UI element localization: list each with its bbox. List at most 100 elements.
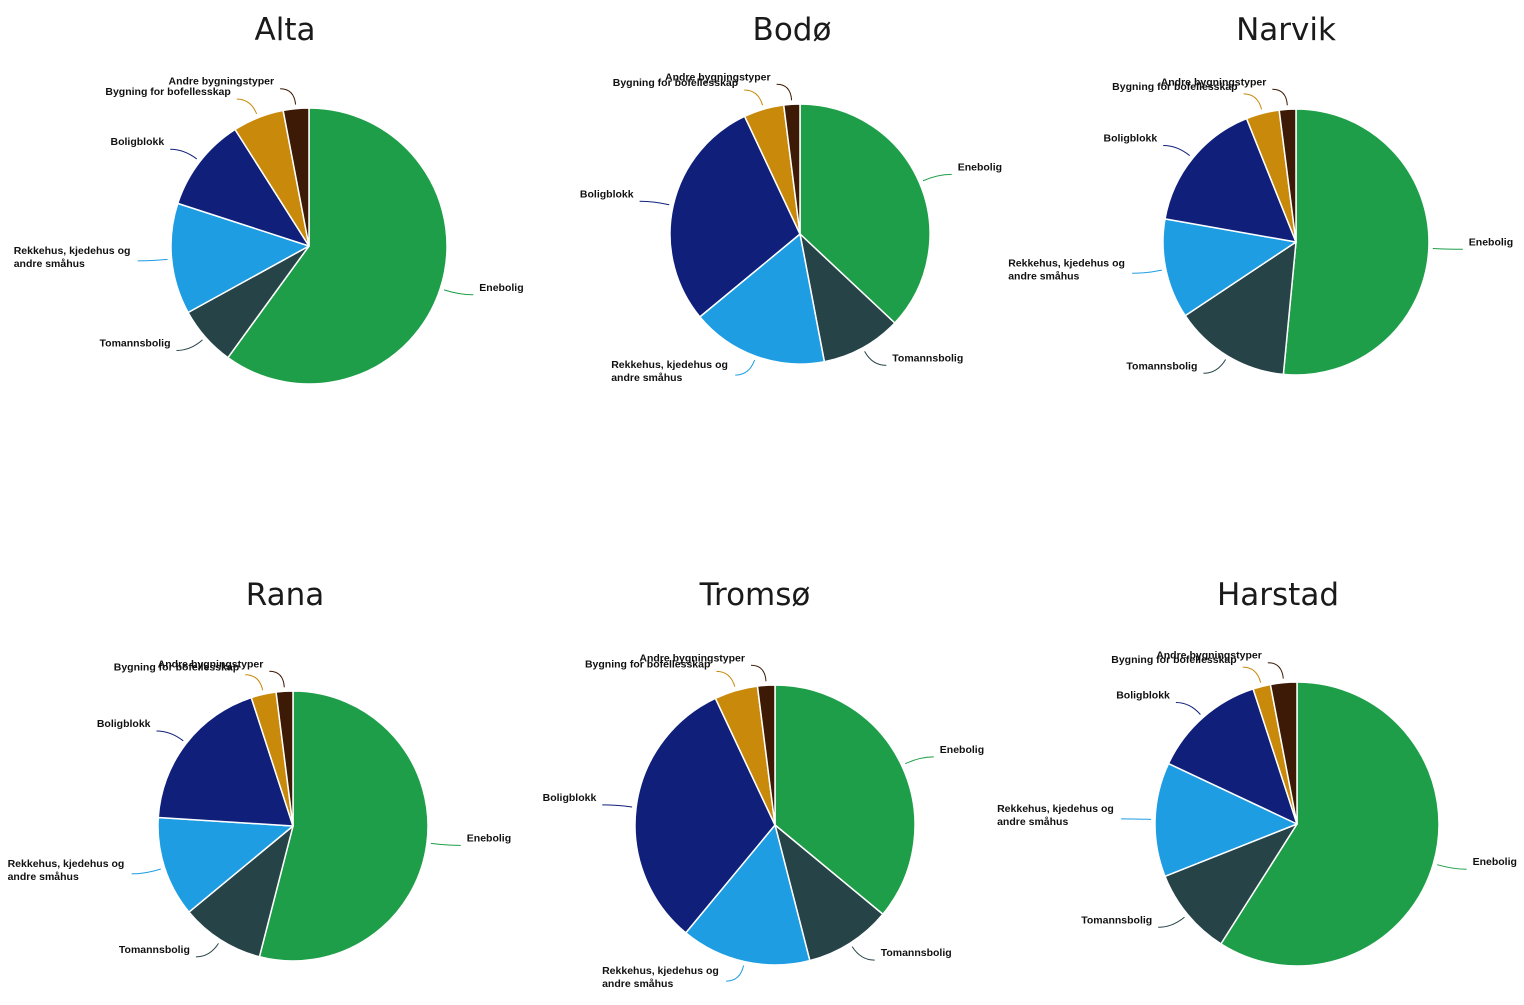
- slice-boligblokk: [157, 696, 294, 827]
- slice-label-rekkehus: Rekkehus, kjedehus og andre småhus: [1008, 257, 1125, 282]
- leader-line-rekkehus: [137, 258, 168, 262]
- slice-enebolig: [227, 107, 448, 385]
- leader-line-rekkehus: [1132, 269, 1162, 274]
- leader-line-tomannsbolig: [195, 943, 219, 958]
- slice-rekkehus: [170, 202, 310, 314]
- slice-label-enebolig: Enebolig: [958, 161, 1002, 173]
- slice-label-boligblokk: Boligblokk: [580, 188, 634, 200]
- slice-boligblokk: [634, 697, 776, 934]
- leader-line-bofellesskap: [245, 674, 264, 691]
- leader-line-enebolig: [905, 756, 934, 765]
- leader-line-tomannsbolig: [1158, 916, 1185, 928]
- slice-label-andre: Andre bygningstyper: [158, 658, 264, 670]
- slice-label-tomannsbolig: Tomannsbolig: [119, 944, 190, 956]
- slice-boligblokk: [1164, 117, 1297, 243]
- slice-tomannsbolig: [774, 824, 884, 962]
- leader-line-tomannsbolig: [864, 351, 887, 366]
- slice-andre: [1269, 681, 1298, 825]
- chart-title: Rana: [246, 577, 325, 613]
- slice-label-boligblokk: Boligblokk: [97, 718, 151, 730]
- slice-rekkehus: [1154, 762, 1298, 878]
- leader-line-boligblokk: [156, 730, 184, 742]
- chart-title: Alta: [255, 12, 316, 48]
- slice-label-boligblokk: Boligblokk: [543, 792, 597, 804]
- slice-label-tomannsbolig: Tomannsbolig: [100, 338, 171, 350]
- slice-label-andre: Andre bygningstyper: [1156, 650, 1262, 662]
- slice-label-enebolig: Enebolig: [479, 282, 523, 294]
- slice-boligblokk: [1167, 688, 1298, 825]
- leader-line-andre: [1272, 88, 1288, 106]
- leader-line-tomannsbolig: [176, 339, 203, 351]
- leader-line-andre: [269, 670, 285, 688]
- leader-line-bofellesskap: [744, 89, 764, 106]
- slice-rekkehus: [685, 824, 811, 966]
- slice-label-tomannsbolig: Tomannsbolig: [1081, 914, 1152, 926]
- leader-line-rekkehus: [735, 359, 756, 376]
- leader-line-andre: [750, 664, 767, 682]
- slice-andre: [275, 690, 294, 827]
- slice-label-boligblokk: Boligblokk: [111, 136, 165, 148]
- pie-chart-alta: Alta Enebolig Tomannsbolig Rekkehus, kjedeh…: [14, 12, 524, 385]
- slice-label-rekkehus: Rekkehus, kjedehus og andre småhus: [602, 965, 719, 990]
- slice-enebolig: [258, 690, 429, 962]
- slice-label-enebolig: Enebolig: [1473, 856, 1517, 868]
- leader-line-boligblokk: [639, 200, 670, 206]
- slice-label-boligblokk: Boligblokk: [1104, 133, 1158, 145]
- slice-label-andre: Andre bygningstyper: [665, 71, 771, 83]
- slice-label-andre: Andre bygningstyper: [1161, 76, 1267, 88]
- slice-label-enebolig: Enebolig: [467, 832, 511, 844]
- slice-rekkehus: [1162, 218, 1297, 317]
- leader-line-bofellesskap: [1242, 666, 1262, 683]
- slice-label-andre: Andre bygningstyper: [639, 652, 745, 664]
- leader-line-boligblokk: [1163, 145, 1191, 156]
- slice-label-boligblokk: Boligblokk: [1116, 690, 1170, 702]
- slice-label-bofellesskap: Bygning for bofellesskap: [105, 86, 230, 98]
- slice-tomannsbolig: [1164, 823, 1298, 945]
- leader-line-tomannsbolig: [1203, 359, 1227, 374]
- leader-line-bofellesskap: [236, 98, 258, 115]
- slice-tomannsbolig: [1184, 241, 1297, 376]
- slice-andre: [1278, 108, 1297, 243]
- slice-label-tomannsbolig: Tomannsbolig: [892, 352, 963, 364]
- chart-title: Harstad: [1217, 577, 1339, 613]
- slice-rekkehus: [157, 816, 294, 913]
- pie-chart-bod: Bodø Enebolig Tomannsbolig Rekkehus, kjedeh…: [580, 12, 1002, 384]
- slice-enebolig: [1282, 108, 1430, 376]
- slice-tomannsbolig: [188, 825, 294, 958]
- leader-line-rekkehus: [131, 868, 161, 875]
- leader-line-enebolig: [1432, 248, 1463, 250]
- slice-label-bofellesskap: Bygning for bofellesskap: [1111, 654, 1236, 666]
- slice-label-enebolig: Enebolig: [1469, 236, 1513, 248]
- leader-line-enebolig: [1437, 864, 1467, 870]
- slice-label-rekkehus: Rekkehus, kjedehus og andre småhus: [997, 803, 1114, 828]
- slice-label-andre: Andre bygningstyper: [168, 76, 274, 88]
- slice-tomannsbolig: [799, 233, 896, 363]
- leader-line-andre: [776, 83, 793, 101]
- leader-line-boligblokk: [170, 148, 198, 160]
- slice-label-bofellesskap: Bygning for bofellesskap: [114, 662, 239, 674]
- leader-line-enebolig: [443, 289, 474, 296]
- slice-rekkehus: [699, 233, 826, 365]
- slice-andre: [782, 103, 801, 235]
- slice-label-bofellesskap: Bygning for bofellesskap: [585, 658, 710, 670]
- slice-andre: [756, 684, 776, 826]
- slice-label-bofellesskap: Bygning for bofellesskap: [1112, 81, 1237, 93]
- slice-label-enebolig: Enebolig: [940, 744, 984, 756]
- leader-line-boligblokk: [1175, 702, 1201, 715]
- leader-line-andre: [280, 88, 297, 105]
- slice-enebolig: [774, 684, 916, 915]
- leader-line-enebolig: [430, 842, 461, 846]
- leader-line-enebolig: [922, 173, 952, 182]
- slice-andre: [282, 107, 310, 247]
- leader-line-tomannsbolig: [851, 946, 875, 961]
- slice-label-bofellesskap: Bygning for bofellesskap: [613, 77, 738, 89]
- pie-chart-harstad: Harstad Enebolig Tomannsbolig Rekkehus, kje…: [997, 577, 1517, 967]
- leader-line-andre: [1267, 662, 1284, 679]
- slice-label-tomannsbolig: Tomannsbolig: [881, 947, 952, 959]
- pie-chart-narvik: Narvik Enebolig Tomannsbolig Rekkehus, kjed…: [1008, 12, 1513, 376]
- slice-boligblokk: [177, 128, 310, 247]
- leader-line-rekkehus: [1121, 818, 1152, 820]
- leader-line-bofellesskap: [716, 670, 736, 687]
- leader-line-bofellesskap: [1243, 93, 1263, 110]
- slice-label-rekkehus: Rekkehus, kjedehus og andre småhus: [611, 359, 728, 384]
